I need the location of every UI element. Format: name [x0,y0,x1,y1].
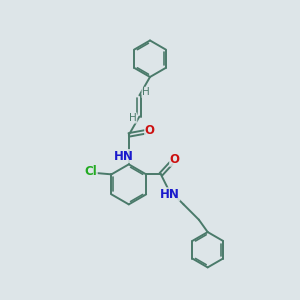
Text: H: H [142,87,150,98]
Text: Cl: Cl [85,165,97,178]
Text: HN: HN [114,150,134,163]
Text: O: O [145,124,155,137]
Text: O: O [170,153,180,166]
Text: HN: HN [160,188,180,201]
Text: H: H [129,113,137,123]
